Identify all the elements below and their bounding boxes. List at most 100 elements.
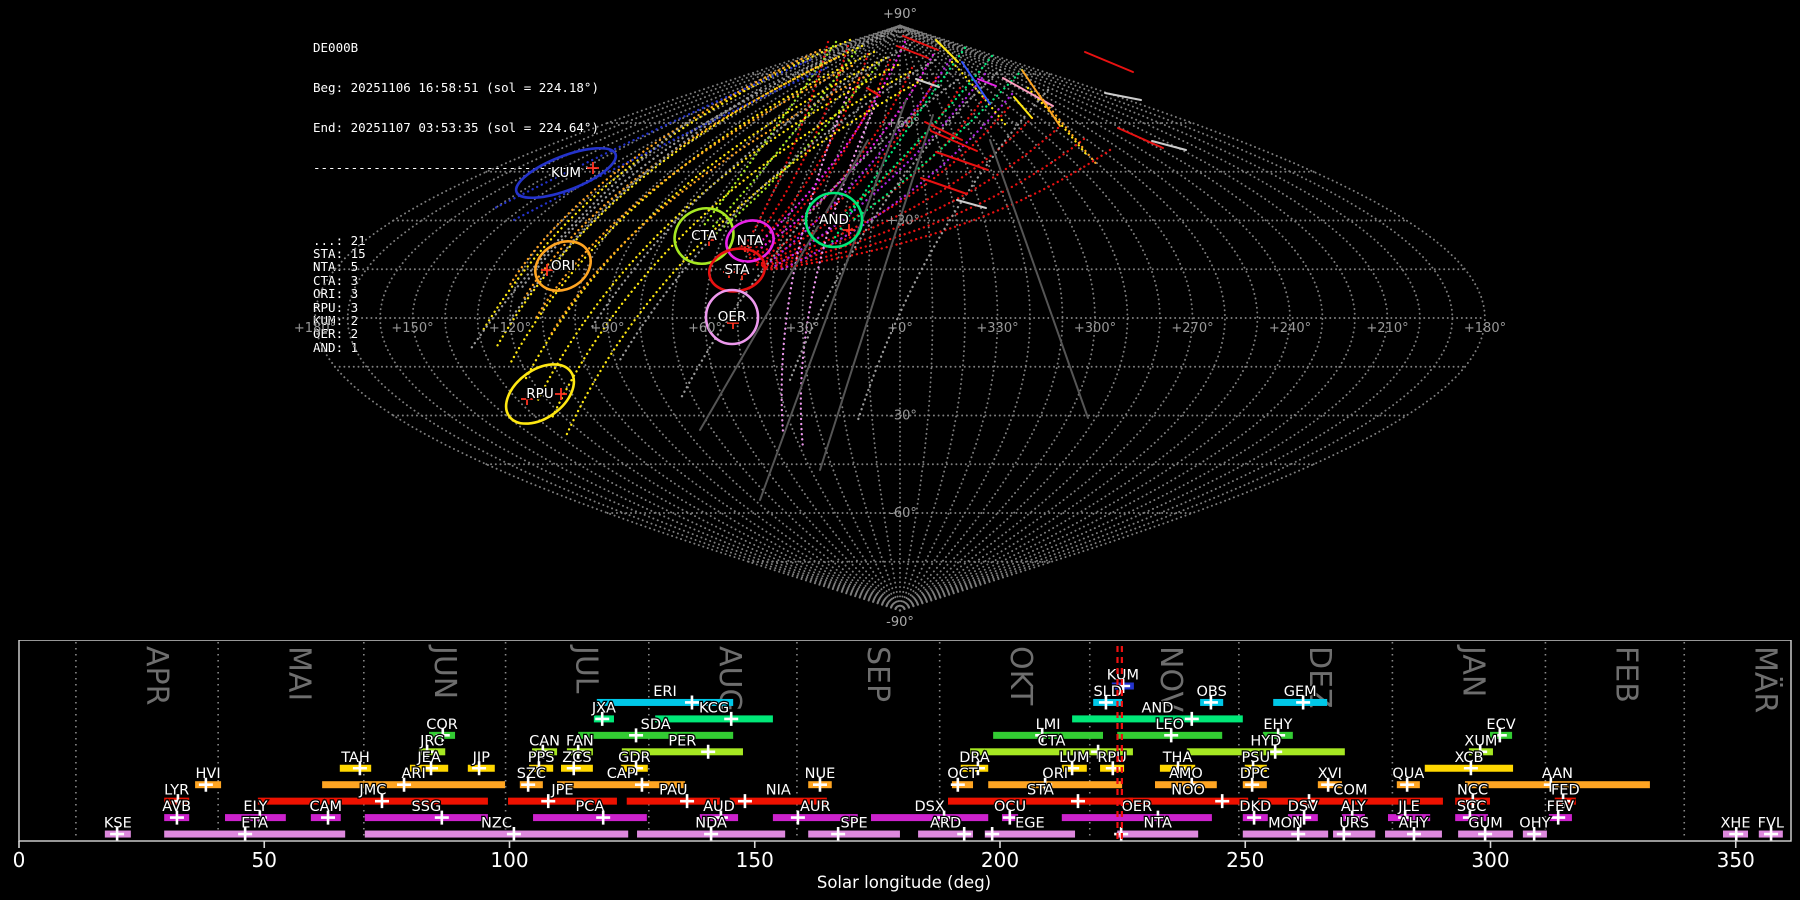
meteor-trail-dotted [518,34,884,292]
x-tick-label: 0 [13,848,26,872]
shower-label-can: CAN [529,733,560,749]
shower-label-ely: ELY [243,799,267,815]
peak-marker-fvl [1764,827,1779,842]
shower-bar-kcg [655,715,773,723]
peak-marker-lum [1065,761,1080,776]
grid-meridian [444,24,901,612]
peak-marker-lyr [170,794,185,809]
shower-label-dpc: DPC [1240,766,1270,782]
shower-label-jmc: JMC [358,783,386,799]
shower-bar-ori [988,781,1123,789]
peak-marker-jxa [595,711,610,726]
shower-bar-ssg [364,814,488,822]
shower-label-jea: JEA [416,750,440,766]
peak-marker-fan [571,744,586,759]
peak-marker-ncc [1465,794,1480,809]
shower-bar-dsx [870,814,989,822]
peak-marker-dsv [1297,810,1312,825]
shower-label-nue: NUE [805,766,836,782]
shower-bar-cta [970,748,1133,756]
radiant-ellipse-ori [534,240,592,292]
shower-label-ari: ARI [401,766,425,782]
shower-label-sda: SDA [641,717,671,733]
peak-marker-ehy [1271,728,1286,743]
meteor-trail-dotted [1038,94,1100,168]
latitude-label: -30° [889,409,917,424]
peak-marker-eta [238,827,253,842]
separator-line: -------------------------------------- [313,160,599,176]
shower-label-zcs: ZCS [562,750,591,766]
meteor-trail-dotted [788,68,1002,382]
shower-count-line: RPU: 3 [313,299,359,315]
shower-bar-noo [1128,797,1249,805]
meteor-trail-solid [1013,96,1033,119]
shower-label-qua: QUA [1392,766,1424,782]
meteor-trail-dotted [740,40,830,254]
radiant-label-and: AND [819,212,849,228]
meteor-trail-dotted [550,70,912,420]
shower-label-pau: PAU [659,783,687,799]
x-tick-label: 300 [1471,848,1509,872]
peak-marker-xhe [1729,827,1744,842]
shower-label-eta: ETA [241,816,268,832]
peak-marker-ssg [434,810,449,825]
shower-label-ege: EGE [1015,816,1045,832]
x-tick-label: 50 [252,848,277,872]
shower-label-sta: STA [1027,783,1054,799]
peak-marker-cam [321,810,336,825]
shower-label-szc: SZC [517,766,546,782]
meteor-trail-solid [1151,140,1187,151]
meteor-trail-solid [935,151,989,171]
latitude-label: +30° [886,214,920,229]
meteor-trail-solid [989,139,1089,419]
grid-meridian [899,24,934,612]
shower-label-pca: PCA [576,799,605,815]
peak-marker-can [535,744,550,759]
peak-marker-ard [957,827,972,842]
x-axis-title: Solar longitude (deg) [817,873,991,892]
shower-bar-ard [918,830,974,838]
grid-meridian [899,24,1194,612]
shower-bar-jmc [257,797,488,805]
peak-marker-scc [1462,810,1477,825]
month-label: JUL [569,644,604,694]
shower-bar-and [1072,715,1243,723]
meteor-trail-dotted [745,52,870,259]
shower-label-kse: KSE [104,816,132,832]
grid-meridian [411,24,901,612]
meteor-trail-dotted [754,40,907,248]
longitude-label: +180° [294,321,336,336]
meteor-trail-dotted [799,102,878,450]
shower-bar-nta [1117,830,1199,838]
longitude-label: +330° [976,321,1018,336]
shower-label-per: PER [668,733,696,749]
peak-marker-fev [1551,810,1566,825]
shower-label-amo: AMO [1169,766,1203,782]
grid-meridian [866,24,901,612]
peak-marker-qua [1400,777,1415,792]
month-label: MAI [281,646,316,701]
radiant-cross [587,162,599,174]
peak-marker-gdr [629,761,644,776]
peak-marker-sta [1070,794,1085,809]
longitude-label: +180° [1464,321,1506,336]
peak-marker-spe [831,827,846,842]
meteor-trail-dotted [778,92,1014,272]
meteor-trail-dotted [763,137,1086,271]
meteor-trail-dotted [856,88,1050,422]
peak-marker-eri [684,695,699,710]
observation-end: End: 20251107 03:53:35 (sol = 224.64°) [313,120,599,136]
shower-count-line: ORI: 3 [313,286,359,302]
meteor-trail-dotted [757,106,1010,268]
radiant-cross [541,264,553,276]
x-tick-label: 350 [1717,848,1755,872]
station-id: DE000B [313,39,359,55]
meteor-trail-solid [924,121,963,141]
shower-label-ohy: OHY [1519,816,1550,832]
meteor-trail-dotted [768,58,952,264]
shower-label-spe: SPE [841,816,868,832]
shower-bar-nia [729,797,827,805]
meteor-trail-dotted [759,116,1034,269]
longitude-label: +0° [887,321,913,336]
meteor-trail-solid [915,78,940,88]
